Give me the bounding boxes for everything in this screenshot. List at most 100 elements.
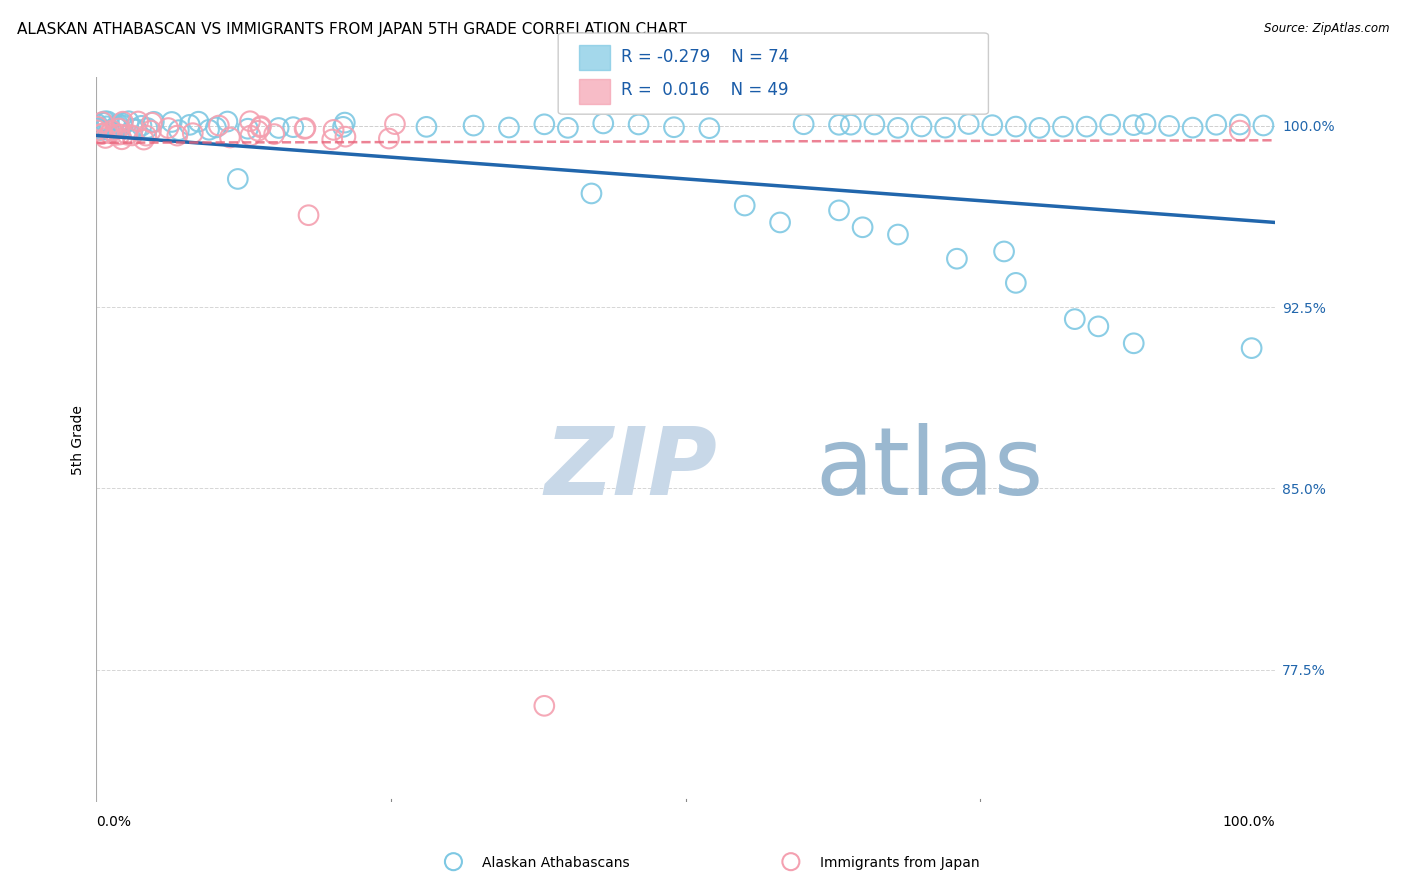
Point (769, 215, 792, 229)
Point (627, 118, 650, 132)
Point (105, 120, 128, 135)
Point (125, 122, 148, 136)
Point (105, 119, 128, 133)
Point (91, 127, 114, 141)
Point (934, 120, 956, 135)
Point (247, 124, 270, 138)
Point (498, 120, 520, 135)
Text: 0.0%: 0.0% (97, 814, 131, 829)
Point (887, 227, 910, 242)
Point (94, 131, 117, 145)
Point (1076, 120, 1098, 134)
Point (662, 120, 685, 135)
Point (90, 123, 112, 137)
Point (1240, 341, 1263, 355)
Text: R =  0.016    N = 49: R = 0.016 N = 49 (621, 81, 789, 99)
Point (91, 115, 114, 129)
Point (335, 129, 357, 144)
Point (86, 123, 108, 137)
Point (267, 120, 290, 135)
Point (1005, 120, 1028, 134)
Point (93, 116, 115, 130)
Text: Immigrants from Japan: Immigrants from Japan (820, 855, 980, 870)
Text: Alaskan Athabascans: Alaskan Athabascans (482, 855, 630, 870)
Point (993, 244, 1015, 259)
Point (111, 116, 134, 130)
Point (780, 855, 803, 869)
Point (887, 120, 910, 135)
Point (1005, 276, 1028, 290)
Point (96, 114, 118, 128)
Point (1099, 118, 1122, 132)
Point (135, 128, 157, 143)
Point (236, 121, 259, 136)
Point (104, 128, 127, 142)
Text: ALASKAN ATHABASCAN VS IMMIGRANTS FROM JAPAN 5TH GRADE CORRELATION CHART: ALASKAN ATHABASCAN VS IMMIGRANTS FROM JA… (17, 22, 686, 37)
Point (94, 114, 117, 128)
Point (1122, 336, 1144, 351)
Point (111, 114, 134, 128)
Point (441, 855, 464, 869)
Point (226, 172, 249, 186)
Point (205, 120, 228, 135)
Y-axis label: 5th Grade: 5th Grade (72, 405, 86, 475)
Point (828, 203, 851, 218)
Point (127, 114, 149, 128)
Point (533, 698, 555, 713)
Point (333, 115, 356, 129)
Text: R = -0.279    N = 74: R = -0.279 N = 74 (621, 48, 790, 66)
Point (957, 117, 980, 131)
Point (87, 122, 110, 136)
Point (98, 123, 121, 137)
Point (87, 120, 110, 135)
Point (141, 116, 163, 130)
Point (187, 114, 209, 128)
Point (250, 119, 273, 133)
Point (157, 121, 180, 136)
Point (136, 121, 159, 136)
Point (322, 123, 344, 137)
Point (198, 122, 221, 136)
Point (734, 198, 756, 212)
Point (1229, 123, 1251, 137)
Point (1253, 119, 1275, 133)
Point (122, 121, 145, 136)
Point (1181, 120, 1204, 135)
Point (533, 117, 555, 131)
Point (946, 252, 969, 266)
Point (332, 120, 354, 134)
Point (828, 118, 851, 132)
Point (1028, 120, 1050, 135)
Point (179, 118, 201, 132)
Point (463, 119, 485, 133)
Point (217, 114, 239, 128)
Point (90, 127, 112, 141)
Point (863, 118, 886, 132)
Point (98, 126, 121, 140)
Point (100, 123, 122, 137)
Point (160, 115, 183, 129)
Point (239, 128, 262, 143)
Point (132, 132, 155, 146)
Point (111, 118, 134, 132)
Point (1135, 117, 1157, 131)
Point (117, 128, 139, 142)
Point (699, 121, 721, 136)
Point (139, 123, 162, 137)
Point (1205, 118, 1227, 132)
Point (1229, 118, 1251, 132)
Point (384, 117, 406, 131)
Point (142, 115, 165, 129)
Point (283, 120, 305, 135)
Point (592, 116, 614, 130)
Point (239, 114, 262, 128)
Point (108, 121, 131, 136)
Point (839, 118, 862, 132)
Point (219, 130, 242, 145)
Point (107, 117, 129, 131)
Point (249, 120, 271, 135)
Point (557, 120, 579, 135)
Point (321, 132, 343, 146)
Point (166, 128, 188, 143)
Point (96, 120, 118, 134)
